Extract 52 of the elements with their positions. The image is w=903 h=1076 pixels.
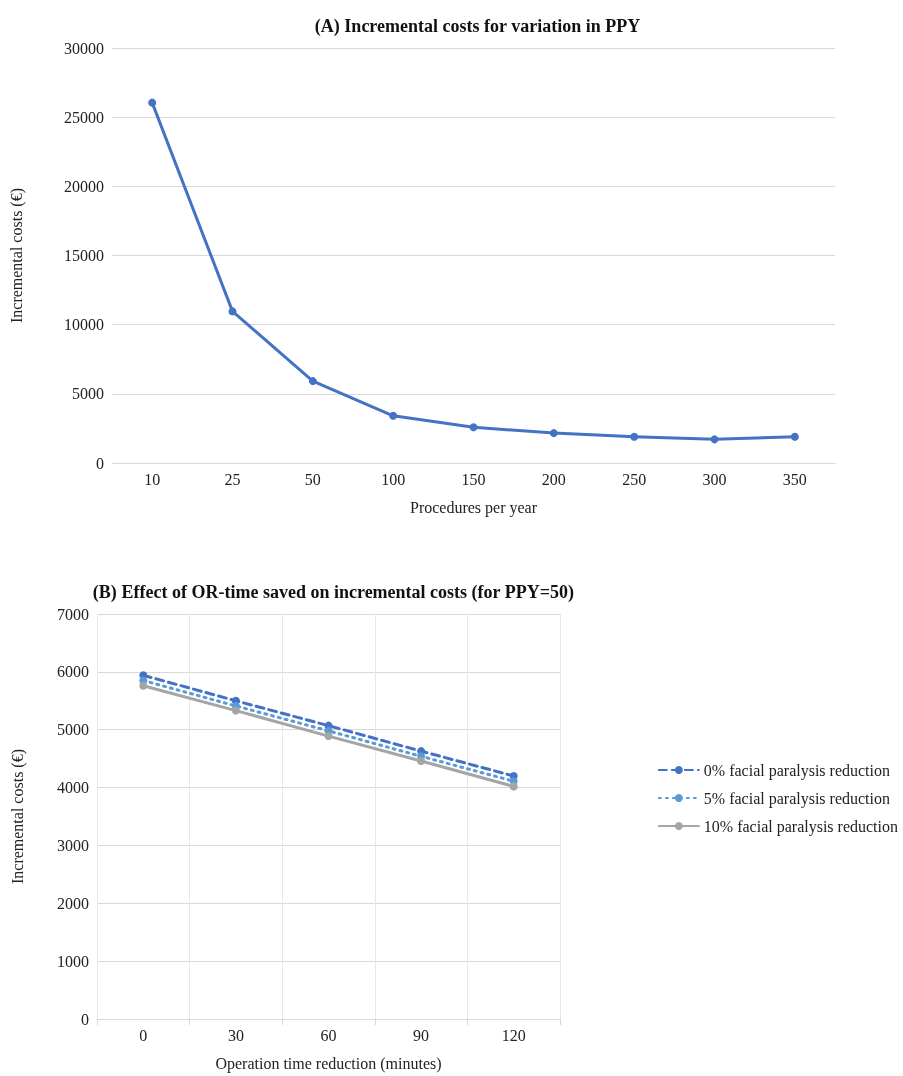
y-tick-label: 10000: [64, 316, 104, 334]
x-tick-label: 150: [461, 470, 486, 488]
point: [790, 432, 799, 441]
x-tick-label: 300: [702, 470, 727, 488]
point: [417, 756, 426, 765]
chart-title: (B) Effect of OR-time saved on incremental costs (for PPY=50): [92, 582, 574, 603]
y-tick-label: 3000: [57, 836, 89, 854]
point: [389, 411, 398, 420]
legend-label: 5% facial paralysis reduction: [703, 789, 891, 808]
x-tick-label: 250: [622, 470, 647, 488]
point: [469, 423, 478, 432]
point: [509, 782, 518, 791]
x-tick-label: 60: [320, 1026, 337, 1044]
x-tick-label: 350: [782, 470, 807, 488]
x-tick-label: 0: [139, 1026, 148, 1044]
point: [549, 429, 558, 438]
point: [231, 706, 240, 715]
x-tick-label: 30: [227, 1026, 244, 1044]
x-tick-label: 120: [501, 1026, 526, 1044]
point: [308, 377, 317, 386]
y-tick-label: 25000: [64, 108, 104, 126]
point: [148, 98, 157, 107]
y-tick-label: 15000: [64, 247, 104, 264]
x-tick-label: 25: [224, 470, 241, 488]
y-tick-label: 0: [96, 454, 104, 472]
y-tick-label: 30000: [64, 39, 104, 57]
point: [710, 435, 719, 444]
x-tick-label: 90: [413, 1026, 430, 1044]
y-tick-label: 5000: [72, 385, 104, 403]
y-tick-label: 5000: [57, 721, 89, 739]
x-axis-title: Operation time reduction (minutes): [215, 1054, 442, 1073]
x-tick-label: 50: [304, 470, 321, 488]
x-tick-label: 100: [381, 470, 406, 488]
y-tick-label: 1000: [57, 952, 89, 970]
y-tick-label: 6000: [57, 663, 89, 681]
y-tick-label: 0: [81, 1010, 89, 1028]
legend-label: 0% facial paralysis reduction: [703, 761, 891, 780]
point: [630, 432, 639, 441]
point: [139, 681, 148, 690]
point: [228, 307, 237, 316]
point: [324, 732, 333, 741]
y-tick-label: 2000: [57, 894, 89, 912]
y-axis-title: Incremental costs (€): [8, 748, 27, 885]
y-axis-title: Incremental costs (€): [7, 187, 26, 324]
chart-title: (A) Incremental costs for variation in PPY: [314, 16, 641, 37]
legend-label: 10% facial paralysis reduction: [703, 817, 899, 836]
x-axis-title: Procedures per year: [409, 498, 538, 517]
x-tick-label: 10: [144, 470, 161, 488]
y-tick-label: 7000: [57, 605, 89, 623]
x-tick-label: 200: [541, 470, 566, 488]
y-tick-label: 4000: [57, 779, 89, 797]
y-tick-label: 20000: [64, 177, 104, 195]
